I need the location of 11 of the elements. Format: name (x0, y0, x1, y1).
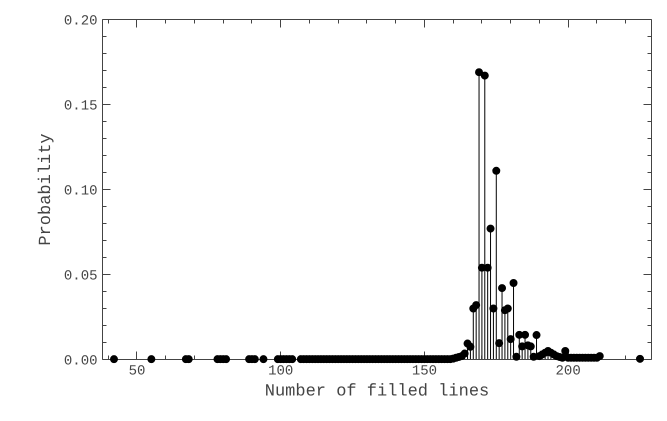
x-tick-label: 50 (128, 364, 146, 380)
x-tick-label: 200 (556, 364, 581, 380)
x-axis-title: Number of filled lines (264, 382, 490, 402)
y-tick-label: 0.15 (64, 98, 98, 114)
y-tick-label: 0.00 (64, 354, 98, 370)
y-axis-title: Probability (36, 133, 56, 246)
y-tick-label: 0.10 (64, 184, 98, 200)
x-tick-label: 100 (268, 364, 294, 380)
y-tick-label: 0.05 (64, 268, 98, 284)
x-tick-label: 150 (412, 364, 438, 380)
y-tick-label: 0.20 (64, 14, 98, 30)
